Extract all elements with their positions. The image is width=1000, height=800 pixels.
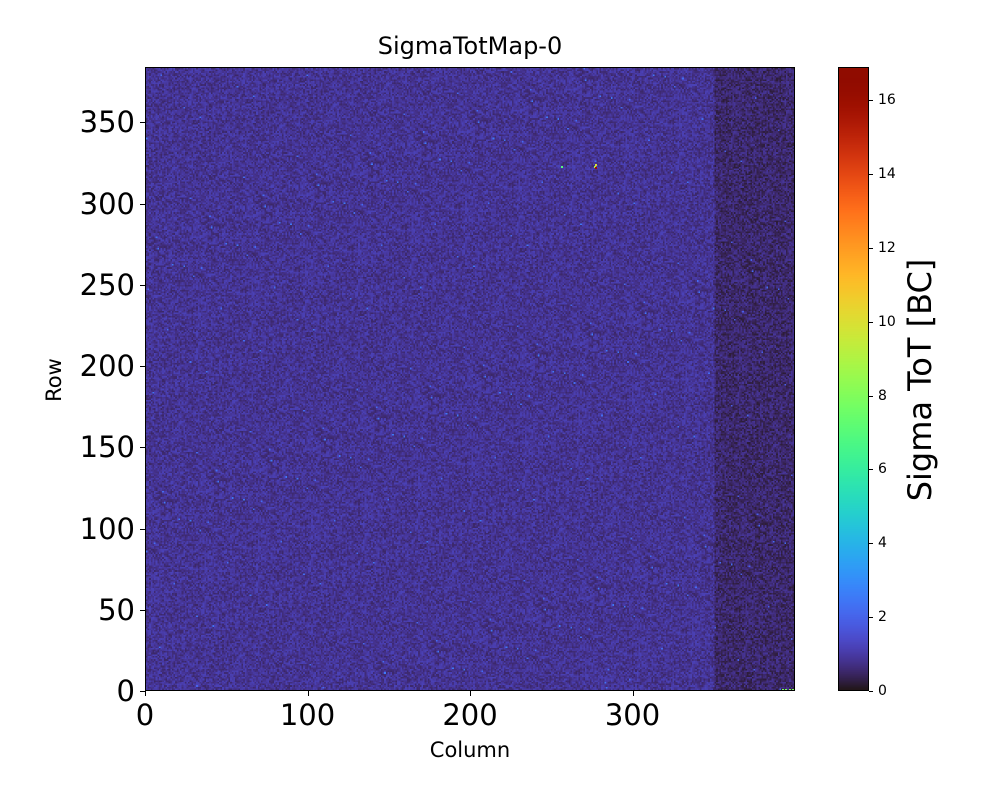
hot-pixel [595,164,598,167]
chart-title: SigmaTotMap-0 [377,32,563,60]
x-tick-mark [307,691,309,696]
y-tick-label: 300 [79,186,135,221]
colorbar-tick-mark [869,617,873,619]
y-tick-label: 100 [79,511,135,546]
y-tick-mark [140,284,145,286]
colorbar-tick-label: 2 [878,609,887,626]
x-tick-mark [470,691,471,696]
y-tick-label: 50 [98,592,135,627]
x-tick-label: 300 [604,698,661,732]
colorbar-tick-label: 10 [878,313,896,330]
colorbar-tick-mark [869,100,873,102]
hot-pixel [593,165,596,168]
x-axis-label: Column [429,738,511,762]
y-tick-label: 350 [79,105,135,140]
colorbar-tick-label: 12 [878,239,896,256]
y-tick-label: 200 [79,349,135,383]
colorbar-tick-mark [869,174,873,176]
colorbar-tick-label: 8 [878,387,887,404]
y-tick-label: 0 [116,674,135,708]
plot-area [145,67,795,691]
colorbar-tick-mark [869,395,873,397]
heatmap-image [146,68,794,690]
y-tick-mark [140,366,145,367]
y-tick-mark [140,447,145,449]
colorbar-tick-mark [869,543,873,545]
y-tick-label: 250 [79,267,135,302]
colorbar-tick-label: 6 [878,461,887,478]
colorbar-tick-mark [869,247,873,249]
x-tick-label: 0 [135,698,155,732]
y-tick-mark [140,122,145,124]
y-tick-mark [140,528,145,530]
colorbar-tick-label: 0 [878,683,887,699]
colorbar-tick-label: 16 [878,92,896,109]
colorbar-tick-mark [869,469,873,471]
y-axis-label: Row [42,358,66,402]
y-tick-mark [140,609,145,611]
colorbar-tick-mark [869,691,873,692]
x-tick-label: 200 [442,698,498,732]
colorbar-tick-label: 14 [878,166,896,183]
x-tick-label: 100 [279,698,336,732]
x-tick-mark [632,691,634,696]
hot-pixel [561,165,563,168]
y-tick-mark [140,691,145,692]
colorbar [838,67,869,691]
x-tick-mark [145,691,146,696]
colorbar-label: Sigma ToT [BC] [901,258,939,502]
colorbar-tick-label: 4 [878,535,887,552]
colorbar-tick-mark [869,321,873,323]
y-tick-mark [140,203,145,205]
hot-pixel [595,167,598,170]
y-tick-label: 150 [79,430,135,465]
